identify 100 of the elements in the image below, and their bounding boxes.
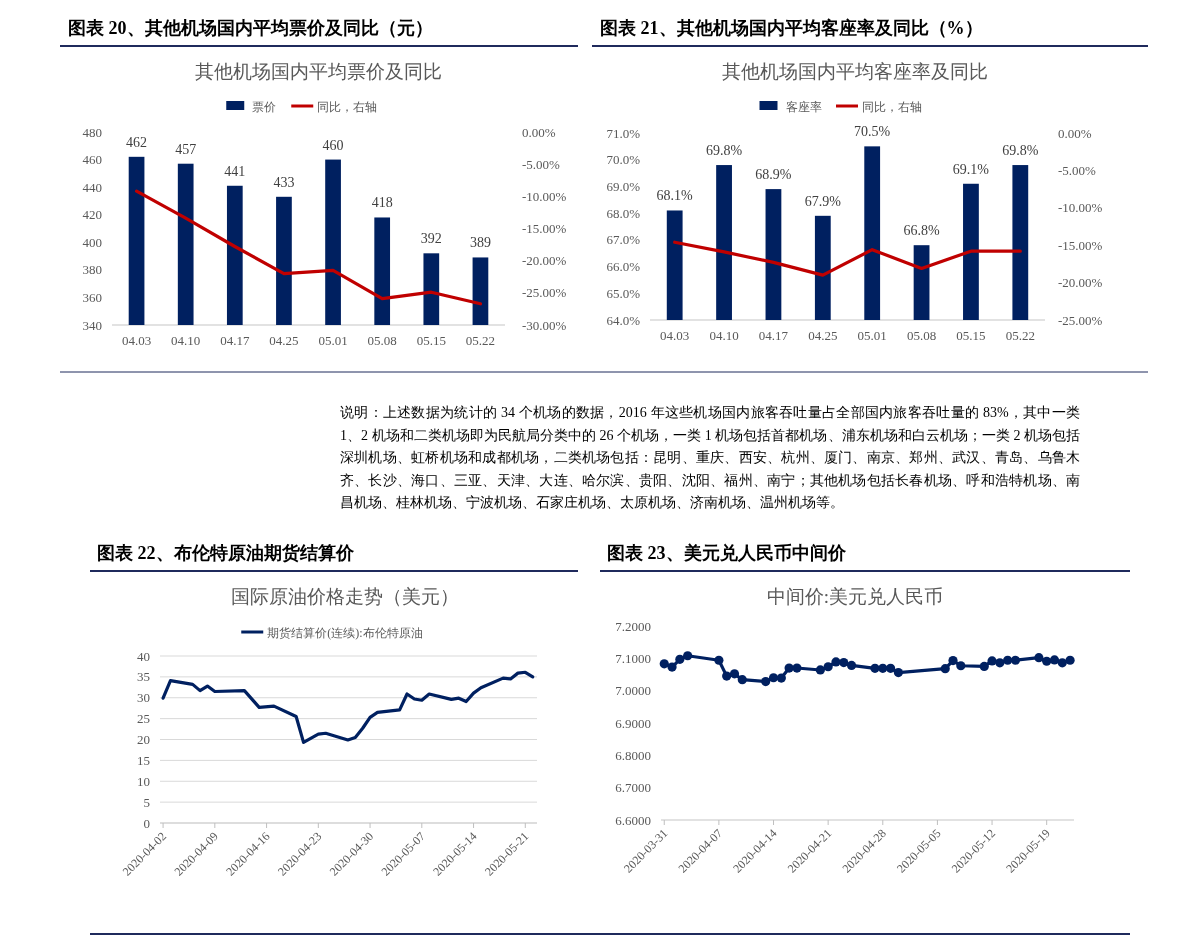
chart-subtitle: 国际原油价格走势（美元） [231,586,459,607]
point [815,665,825,675]
y-tick-label: 69.0% [606,178,641,194]
point [729,669,740,679]
x-tick-label: 05.15 [416,333,446,348]
legend-label: 同比，右轴 [317,99,378,114]
y-tick-label: 7.1000 [615,650,651,666]
point [1057,658,1067,668]
point [893,667,903,678]
chart-subtitle: 其他机场国内平均票价及同比 [194,61,442,82]
data-label: 389 [469,235,491,251]
y-tick-label: 65.0% [606,285,641,301]
y-tick-label: 70.0% [606,152,641,168]
y2-tick-label: -25.00% [522,285,567,301]
x-tick-label: 04.25 [808,328,838,343]
y-tick-label: 480 [82,124,102,140]
point [995,658,1005,668]
chart-title: 图表 22、布伦特原油期货结算价 [97,543,355,563]
y-tick-label: 380 [82,262,102,278]
y-tick-label: 20 [137,732,150,747]
y-tick-label: 400 [82,234,102,250]
x-tick-label: 05.15 [956,328,986,343]
point [768,673,779,683]
x-tick-label: 05.08 [367,333,397,348]
line-series [673,240,1022,277]
point [831,657,841,667]
x-tick-label: 04.25 [269,333,299,348]
y-tick-label: 35 [137,669,150,685]
x-tick-label: 04.17 [220,333,250,348]
y2-tick-label: -10.00% [522,188,567,204]
data-label: 67.9% [804,193,842,209]
data-label: 69.8% [705,143,743,159]
y-tick-label: 420 [82,207,102,223]
data-label: 392 [420,231,442,247]
point [1034,653,1044,663]
point [1010,655,1021,665]
y-tick-label: 40 [137,648,150,664]
x-tick-label: 05.01 [857,328,887,343]
text: 说明：上述数据为统计的 34 个机场的数据，2016 年这些机场国内旅客吞吐量占全部国内旅客吞吐量的 83%，其中一类 1、2 机场和二类机场即为民航局分类中的 26 个机场，一类 1 机场包括首都机场、浦东机场和白云机场；一类 2 机场包括深圳机场、虹桥机场和成都机场，二类机场包括：昆明、重庆、西安、杭州、厦门、南京、郑州、武汉、青岛、乌鲁木齐、长沙、海口、三亚、天津、大连、哈尔滨、贵阳、沈阳、福州、南宁；其他机场包括长春机场、呼和浩特机场、南昌机场、桂林机场、宁波机场、石家庄机场、太原机场、济南机场、温州机场等。 [340,404,1081,512]
y2-tick-label: 0.00% [1058,125,1092,141]
x-tick-label: 04.10 [709,328,739,343]
point [846,660,857,671]
y-tick-label: 30 [137,690,150,706]
y-tick-label: 460 [82,152,102,168]
x-tick-label: 04.10 [171,333,201,348]
y2-tick-label: -10.00% [1058,200,1103,216]
chart-title: 图表 21、其他机场国内平均客座率及同比（%） [600,18,983,38]
point [823,662,833,672]
line-series [161,670,535,745]
chart-subtitle: 中间价:美元兑人民币 [766,586,944,607]
data-label: 69.8% [1002,143,1039,159]
point [956,661,966,671]
y-tick-label: 340 [82,317,102,333]
legend-label: 同比，右轴 [862,99,922,114]
point [885,663,896,673]
y2-tick-label: -20.00% [522,253,567,269]
point [979,661,989,672]
x-tick-label: 04.03 [121,333,152,348]
y2-tick-label: -20.00% [1058,275,1103,291]
point [776,673,786,683]
data-label: 418 [371,195,393,211]
chart-title: 图表 23、美元兑人民币中间价 [607,543,847,563]
y-tick-label: 0 [143,815,150,831]
point [722,671,732,681]
y2-tick-label: -5.00% [1058,162,1097,178]
x-tick-label: 04.03 [660,328,690,343]
point [659,659,669,669]
y-tick-label: 5 [143,794,150,810]
point [987,656,997,666]
point [940,664,950,674]
chart-title: 图表 20、其他机场国内平均票价及同比（元） [68,18,433,38]
legend-label: 期货结算价(连续):布伦特原油 [267,625,423,640]
chart-subtitle: 其他机场国内平均客座率及同比 [722,61,988,82]
data-label: 462 [126,134,148,150]
x-tick-label: 04.17 [758,328,789,343]
data-label: 457 [175,141,197,157]
point [737,675,747,685]
point [1065,655,1075,665]
data-label: 441 [224,163,246,179]
point [714,655,724,665]
y-tick-label: 25 [137,711,150,727]
data-label: 70.5% [854,124,891,140]
y2-tick-label: -15.00% [522,221,567,236]
data-label: 69.1% [952,161,990,177]
y2-tick-label: -30.00% [522,317,567,333]
y2-tick-label: -5.00% [522,156,561,172]
point [948,656,958,666]
y-tick-label: 71.0% [606,125,641,141]
y-tick-label: 6.7000 [615,780,651,796]
data-label: 68.1% [656,188,694,204]
x-tick-label: 05.08 [906,328,937,343]
point [761,677,771,687]
x-tick-label: 05.22 [465,333,496,348]
y2-tick-label: 0.00% [522,124,556,140]
point [1049,655,1060,665]
point [1042,656,1052,666]
point [667,662,677,672]
y-tick-label: 7.0000 [615,683,651,699]
legend-label: 票价 [252,99,277,114]
data-label: 460 [322,137,344,153]
